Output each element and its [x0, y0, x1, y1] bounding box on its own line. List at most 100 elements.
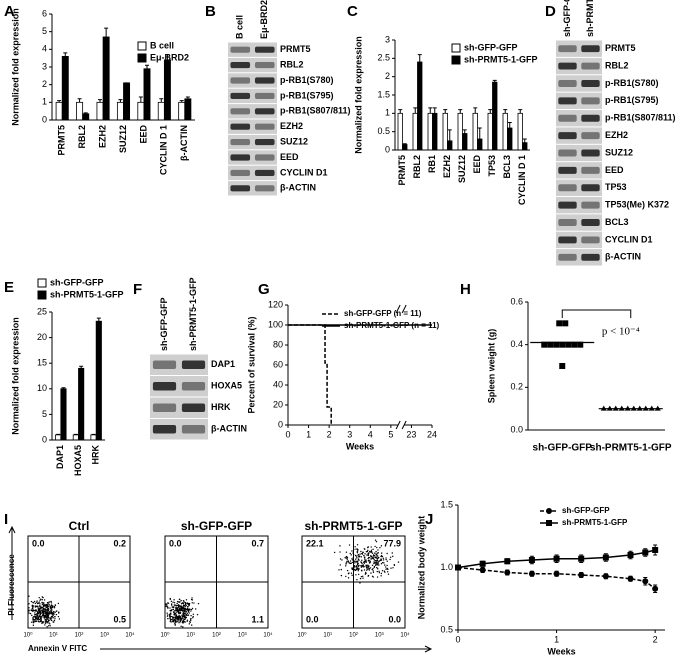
marker — [528, 557, 535, 563]
event-dot — [357, 568, 359, 571]
bar — [143, 68, 151, 121]
error-bar — [402, 143, 407, 145]
error-bar — [488, 109, 493, 114]
event-dot — [167, 614, 169, 616]
blot-band — [181, 360, 206, 370]
event-dot — [371, 568, 373, 571]
event-dot — [47, 625, 50, 627]
y-tick-label: 20 — [37, 332, 47, 342]
blot-band — [181, 381, 206, 391]
x-tick-label: 23 — [406, 429, 416, 439]
error-bar — [492, 79, 497, 83]
blot-band — [230, 123, 251, 130]
event-dot — [180, 625, 182, 628]
event-dot — [58, 618, 61, 620]
event-dot — [375, 540, 378, 543]
event-dot — [55, 613, 58, 616]
event-dot — [41, 609, 43, 612]
y-tick-label: 0.2 — [510, 382, 523, 392]
event-dot — [51, 604, 53, 607]
quadrant-value: 22.1 — [306, 538, 324, 548]
event-dot — [369, 561, 371, 563]
protein-label: EZH2 — [280, 121, 303, 131]
event-dot — [46, 626, 48, 628]
event-dot — [186, 619, 189, 621]
event-dot — [385, 566, 387, 568]
event-dot — [347, 577, 350, 579]
marker — [642, 549, 649, 556]
bar — [95, 320, 102, 441]
event-dot — [182, 626, 184, 628]
event-dot — [339, 564, 341, 566]
panel-letter: E — [4, 279, 14, 296]
event-dot — [46, 611, 49, 613]
event-dot — [28, 595, 30, 597]
event-dot — [49, 625, 51, 627]
event-dot — [57, 602, 60, 605]
blot-band — [581, 114, 600, 122]
x-axis-label: Weeks — [346, 441, 374, 451]
protein-label: PRMT5 — [280, 44, 311, 54]
blot-band — [581, 253, 600, 261]
event-dot — [184, 603, 187, 606]
marker — [553, 341, 560, 348]
event-dot — [374, 539, 377, 541]
event-dot — [377, 549, 379, 551]
blot-band — [230, 108, 251, 115]
event-dot — [180, 599, 182, 602]
error-bar — [417, 54, 422, 62]
x-tick-label: EED — [472, 155, 482, 174]
event-dot — [367, 549, 369, 551]
event-dot — [354, 562, 356, 564]
event-dot — [364, 548, 366, 550]
event-dot — [177, 605, 180, 608]
quadrant-value: 98.2 — [169, 614, 187, 624]
event-dot — [182, 602, 184, 604]
event-dot — [360, 550, 362, 553]
event-dot — [357, 560, 359, 562]
bar — [137, 101, 145, 121]
event-dot — [191, 602, 193, 604]
bar — [427, 112, 433, 151]
event-dot — [184, 608, 186, 610]
bar — [163, 59, 171, 121]
event-dot — [358, 567, 360, 570]
blot-band — [230, 77, 251, 84]
x-tick-label: EZH2 — [97, 125, 107, 148]
protein-label: p-RB1(S807/811) — [605, 113, 676, 123]
event-dot — [32, 624, 35, 626]
event-dot — [178, 622, 180, 624]
event-dot — [378, 570, 380, 572]
y-tick-label: 80 — [273, 339, 283, 349]
bar — [102, 36, 110, 121]
x-tick-label: SUZ12 — [457, 155, 467, 183]
event-dot — [188, 604, 190, 606]
lane-label: B cell — [235, 15, 245, 39]
event-dot — [177, 616, 180, 618]
blot-strip — [556, 196, 602, 214]
x-tick-label: 10² — [75, 633, 84, 639]
event-dot — [169, 618, 172, 620]
event-dot — [46, 620, 48, 622]
legend-label: sh-PRMT5-1-GFP — [562, 518, 628, 527]
x-tick-label: 10² — [212, 633, 221, 639]
event-dot — [36, 617, 38, 620]
event-dot — [170, 609, 172, 612]
event-dot — [182, 614, 185, 616]
marker — [578, 572, 585, 578]
event-dot — [375, 550, 377, 553]
event-dot — [166, 606, 169, 608]
event-dot — [173, 616, 175, 619]
event-dot — [42, 608, 44, 610]
event-dot — [365, 559, 367, 561]
error-bar — [398, 109, 403, 114]
event-dot — [189, 620, 191, 623]
x-tick-label: 10⁰ — [297, 632, 307, 639]
blot-band — [581, 132, 600, 140]
event-dot — [346, 569, 349, 572]
event-dot — [363, 560, 366, 563]
bar — [184, 98, 192, 121]
event-dot — [351, 559, 354, 561]
legend-swatch — [37, 290, 47, 300]
event-dot — [359, 582, 361, 584]
